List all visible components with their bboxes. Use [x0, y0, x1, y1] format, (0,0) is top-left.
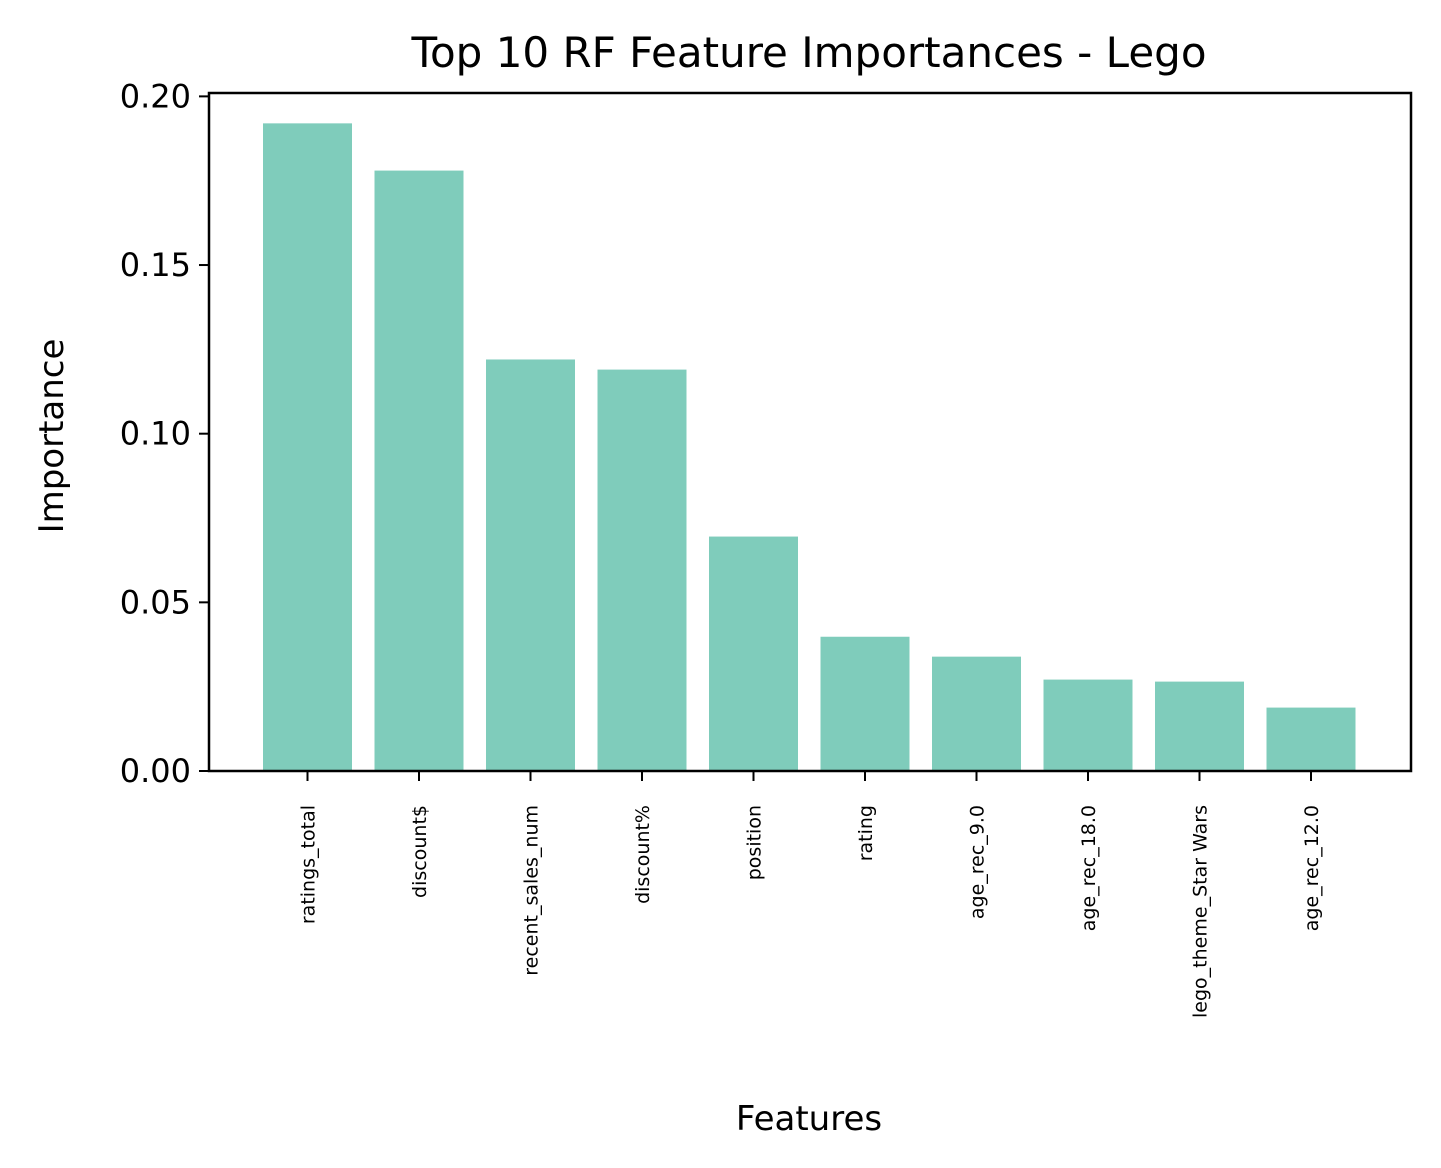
bar-position [709, 536, 798, 771]
bar-age-rec-12-0 [1266, 707, 1356, 771]
bar-age-rec-18-0 [1043, 679, 1133, 771]
bars-group [263, 123, 1356, 771]
y-axis: 0.00 0.05 0.10 0.15 0.20 [120, 77, 209, 790]
y-axis-label: Importance [32, 339, 72, 534]
bar-discount [597, 369, 687, 771]
y-tick-label: 0.10 [120, 415, 191, 453]
y-tick-label: 0.05 [120, 583, 191, 621]
x-axis-label: Features [736, 1099, 882, 1139]
x-axis: ratings_total discount$ recent_sales_num di… [298, 771, 1323, 1018]
x-tick-label: discount% [632, 805, 654, 904]
plot-frame [207, 91, 1413, 773]
x-tick-label: discount$ [409, 805, 431, 898]
x-tick-label: rating [855, 805, 877, 861]
bar-rating [820, 636, 910, 771]
bar-discount [374, 170, 464, 771]
x-tick-label: position [744, 805, 766, 880]
y-tick-label: 0.00 [120, 752, 191, 790]
y-tick-label: 0.20 [120, 77, 191, 115]
x-tick-label: age_rec_12.0 [1301, 805, 1323, 931]
bar-recent-sales-num [486, 359, 575, 771]
chart-title: Top 10 RF Feature Importances - Lego [410, 28, 1206, 77]
y-tick-label: 0.15 [120, 246, 191, 284]
bar-age-rec-9-0 [932, 656, 1021, 771]
x-tick-label: age_rec_18.0 [1078, 805, 1100, 931]
bar-lego-theme-star-wars [1155, 681, 1244, 771]
bar-ratings-total [263, 123, 352, 771]
x-tick-label: recent_sales_num [521, 805, 543, 976]
x-tick-label: age_rec_9.0 [967, 805, 989, 919]
x-tick-label: lego_theme_Star Wars [1190, 805, 1212, 1018]
x-tick-label: ratings_total [298, 805, 320, 924]
